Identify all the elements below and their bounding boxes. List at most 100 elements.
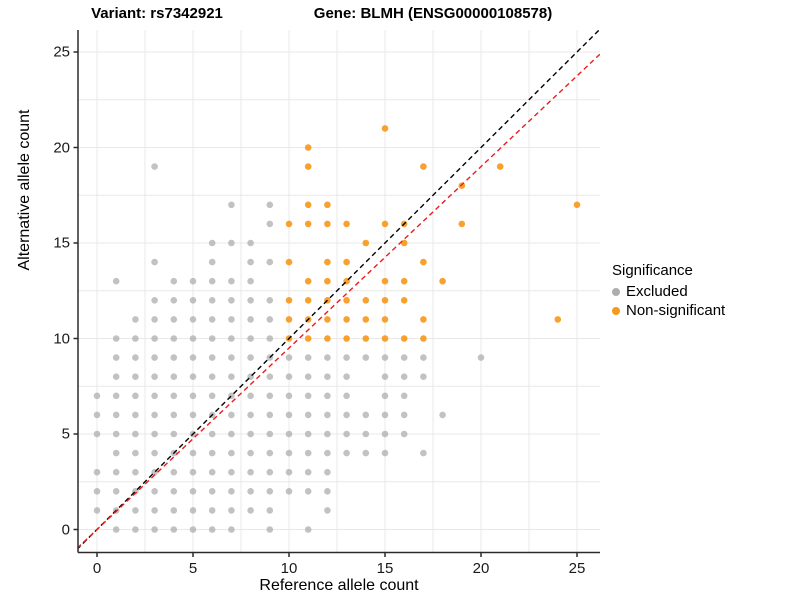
data-point-excluded bbox=[151, 392, 158, 400]
y-tick-label: 25 bbox=[53, 43, 70, 61]
data-point-excluded bbox=[112, 373, 120, 381]
data-point-excluded bbox=[285, 373, 293, 381]
data-point-excluded bbox=[266, 335, 274, 342]
data-point-excluded bbox=[132, 392, 139, 400]
data-point-excluded bbox=[151, 488, 158, 495]
data-point-excluded bbox=[189, 277, 197, 285]
legend-item-non-significant: Non-significant bbox=[612, 302, 725, 319]
data-point-non-significant bbox=[343, 258, 350, 266]
data-point-excluded bbox=[112, 335, 120, 342]
data-point-excluded bbox=[420, 449, 427, 457]
data-point-excluded bbox=[170, 411, 178, 419]
non-significant-dot-icon bbox=[612, 306, 620, 315]
data-point-excluded bbox=[189, 316, 197, 323]
data-point-excluded bbox=[343, 373, 350, 381]
data-point-excluded bbox=[228, 277, 235, 285]
data-point-excluded bbox=[420, 354, 427, 361]
data-point-excluded bbox=[362, 430, 370, 438]
data-point-excluded bbox=[285, 354, 293, 361]
data-point-excluded bbox=[228, 507, 235, 514]
data-point-excluded bbox=[247, 335, 254, 342]
data-point-excluded bbox=[112, 526, 120, 533]
data-point-excluded bbox=[208, 468, 216, 476]
data-point-excluded bbox=[228, 411, 235, 419]
data-point-excluded bbox=[228, 468, 235, 476]
data-point-excluded bbox=[304, 526, 312, 533]
data-point-excluded bbox=[228, 354, 235, 361]
x-tick-label: 20 bbox=[472, 559, 490, 577]
data-point-excluded bbox=[228, 297, 235, 304]
data-point-non-significant bbox=[400, 335, 408, 342]
data-point-excluded bbox=[189, 297, 197, 304]
data-point-excluded bbox=[208, 526, 216, 533]
data-point-non-significant bbox=[285, 297, 293, 304]
data-point-non-significant bbox=[362, 316, 370, 323]
data-point-excluded bbox=[477, 354, 485, 361]
data-point-non-significant bbox=[381, 316, 389, 323]
data-point-excluded bbox=[170, 507, 178, 514]
data-point-excluded bbox=[93, 468, 101, 476]
y-tick-label: 0 bbox=[61, 521, 70, 538]
data-point-non-significant bbox=[304, 297, 312, 304]
data-point-excluded bbox=[400, 392, 408, 400]
data-point-non-significant bbox=[573, 201, 581, 209]
x-tick-label: 5 bbox=[188, 559, 198, 577]
data-point-non-significant bbox=[362, 335, 370, 342]
y-tick-label: 5 bbox=[61, 425, 70, 443]
data-point-excluded bbox=[439, 411, 446, 419]
data-point-excluded bbox=[381, 411, 389, 419]
data-point-excluded bbox=[324, 507, 331, 514]
data-point-excluded bbox=[132, 335, 139, 342]
data-point-excluded bbox=[170, 488, 178, 495]
data-point-excluded bbox=[324, 468, 331, 476]
data-point-excluded bbox=[132, 449, 139, 457]
data-point-excluded bbox=[247, 468, 254, 476]
data-point-excluded bbox=[400, 373, 408, 381]
data-point-non-significant bbox=[362, 297, 370, 304]
data-point-excluded bbox=[400, 430, 408, 438]
data-point-non-significant bbox=[304, 201, 312, 209]
data-point-excluded bbox=[132, 354, 139, 361]
data-point-excluded bbox=[362, 354, 370, 361]
data-point-excluded bbox=[93, 411, 101, 419]
data-point-excluded bbox=[266, 430, 274, 438]
data-point-excluded bbox=[228, 316, 235, 323]
data-point-excluded bbox=[228, 430, 235, 438]
data-point-excluded bbox=[285, 411, 293, 419]
data-point-non-significant bbox=[285, 258, 293, 266]
data-point-excluded bbox=[151, 258, 158, 266]
data-point-excluded bbox=[362, 411, 370, 419]
data-point-excluded bbox=[112, 430, 120, 438]
data-point-excluded bbox=[208, 392, 216, 400]
data-point-non-significant bbox=[324, 277, 331, 285]
data-point-non-significant bbox=[304, 163, 312, 170]
data-point-excluded bbox=[208, 335, 216, 342]
data-point-excluded bbox=[285, 392, 293, 400]
data-point-non-significant bbox=[304, 220, 312, 228]
data-point-excluded bbox=[324, 411, 331, 419]
data-point-excluded bbox=[208, 297, 216, 304]
data-point-excluded bbox=[266, 373, 274, 381]
data-point-excluded bbox=[266, 258, 274, 266]
x-axis-title: Reference allele count bbox=[259, 577, 419, 594]
y-tick-label: 10 bbox=[53, 330, 70, 347]
data-point-non-significant bbox=[304, 335, 312, 342]
data-point-non-significant bbox=[343, 335, 350, 342]
data-point-excluded bbox=[247, 354, 254, 361]
data-point-excluded bbox=[266, 488, 274, 495]
y-axis-title: Alternative allele count bbox=[16, 109, 33, 271]
data-point-excluded bbox=[247, 507, 254, 514]
x-tick-label: 15 bbox=[376, 559, 394, 577]
data-point-excluded bbox=[266, 316, 274, 323]
data-point-excluded bbox=[266, 507, 274, 514]
data-point-excluded bbox=[151, 335, 158, 342]
data-point-excluded bbox=[228, 526, 235, 533]
fit-line bbox=[78, 53, 600, 549]
data-point-excluded bbox=[266, 220, 274, 228]
excluded-dot-icon bbox=[612, 287, 620, 296]
data-point-non-significant bbox=[400, 277, 408, 285]
data-point-excluded bbox=[247, 277, 254, 285]
data-point-excluded bbox=[151, 163, 158, 170]
data-point-excluded bbox=[381, 354, 389, 361]
data-point-excluded bbox=[266, 201, 274, 209]
